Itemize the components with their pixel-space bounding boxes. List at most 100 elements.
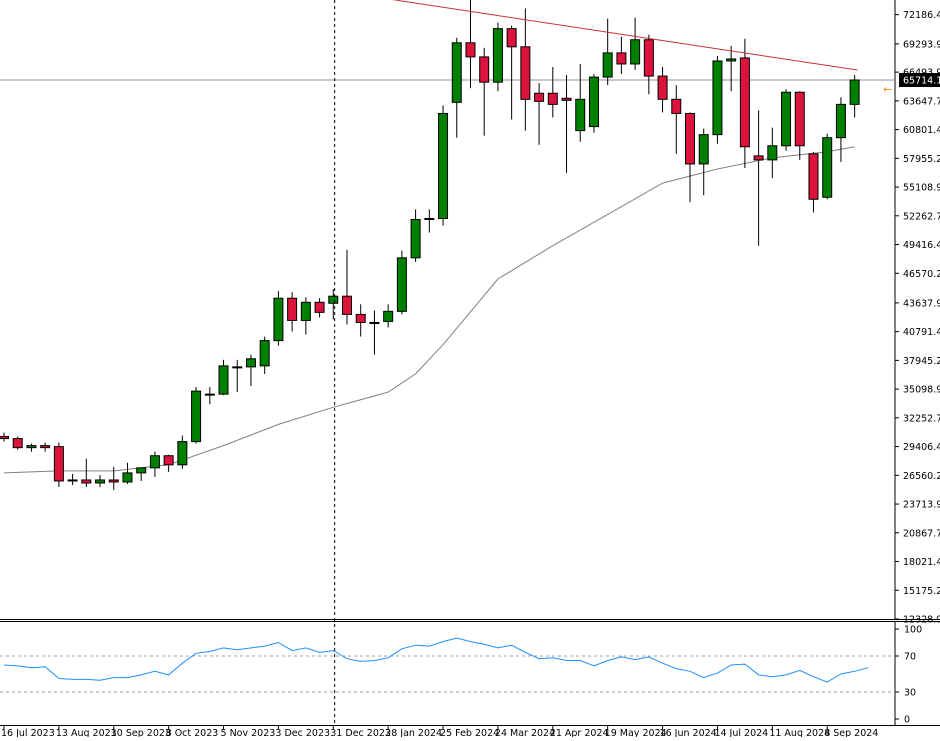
- candle: [726, 45, 737, 92]
- candle-body: [314, 301, 325, 313]
- candle-body: [81, 479, 92, 484]
- price-tick-label: 52262.70: [903, 211, 940, 222]
- candle-body: [547, 92, 558, 105]
- candle-body: [712, 60, 723, 136]
- time-tick-label: 16 Jul 2023: [1, 728, 55, 737]
- price-tick-label: 69293.95: [903, 39, 940, 50]
- price-tick-label: 57955.20: [903, 154, 940, 165]
- candle-body: [300, 301, 311, 321]
- candle: [781, 89, 792, 151]
- current-price-tag: 65714.14: [899, 72, 940, 87]
- candle: [808, 151, 819, 213]
- candle: [479, 47, 490, 136]
- candle: [122, 462, 133, 484]
- candle-body: [410, 218, 421, 259]
- candle: [287, 292, 298, 332]
- candle: [314, 298, 325, 318]
- candle: [685, 112, 695, 203]
- candle: [630, 17, 641, 71]
- candle: [643, 34, 654, 95]
- candle: [81, 458, 92, 488]
- candle: [67, 473, 78, 486]
- candle-body: [671, 98, 682, 114]
- candle-body: [191, 390, 202, 443]
- candle-body: [465, 42, 476, 58]
- candle: [396, 250, 407, 315]
- candle: [136, 467, 147, 481]
- candle: [520, 8, 531, 131]
- price-tick-label: 35098.95: [903, 385, 940, 396]
- candle-body: [822, 137, 833, 198]
- price-tick-label: 20867.70: [903, 528, 940, 539]
- candle: [355, 304, 366, 337]
- candle-body: [232, 366, 243, 369]
- candle: [259, 336, 270, 374]
- candle-body: [492, 28, 503, 83]
- candle: [657, 67, 668, 113]
- candle-body: [177, 441, 188, 466]
- candle: [177, 435, 188, 469]
- candle: [492, 22, 503, 92]
- price-tick-label: 72186.45: [903, 10, 940, 21]
- candle-body: [328, 295, 339, 304]
- candle: [698, 128, 709, 196]
- candle: [712, 55, 723, 144]
- price-tick-label: 29406.45: [903, 442, 940, 453]
- current-price-label: 65714.14: [903, 75, 940, 86]
- price-tick-label: 32252.70: [903, 413, 940, 424]
- candle: [602, 18, 613, 86]
- candle-body: [163, 455, 174, 466]
- candle: [739, 38, 750, 168]
- price-tick-label: 37945.20: [903, 356, 940, 367]
- candle: [547, 67, 558, 118]
- time-tick-label: 19 May 2024: [605, 728, 667, 737]
- candle: [438, 105, 449, 226]
- candle: [369, 310, 380, 355]
- candle: [575, 63, 586, 142]
- candle-body: [287, 297, 298, 321]
- candle-body: [451, 42, 462, 103]
- candle: [204, 387, 215, 405]
- candle: [218, 359, 229, 396]
- candle-body: [273, 297, 284, 342]
- candle: [26, 443, 37, 452]
- candle-body: [67, 479, 78, 482]
- candle-body: [12, 438, 23, 449]
- price-tick-label: 26560.20: [903, 471, 940, 482]
- candle-body: [438, 112, 449, 219]
- candle-body: [122, 472, 133, 483]
- candle-body: [204, 393, 215, 396]
- trendline-layer: [391, 0, 858, 71]
- candle-body: [726, 58, 737, 62]
- candle-body: [95, 479, 106, 484]
- candle-body: [218, 365, 229, 395]
- price-tick-label: 18021.45: [903, 557, 940, 568]
- candle-body: [534, 92, 545, 102]
- candle-body: [616, 52, 627, 65]
- candle-body: [753, 155, 764, 161]
- time-tick-label: 10 Sep 2023: [111, 728, 171, 737]
- candle-body: [643, 39, 654, 77]
- time-tick-label: 31 Dec 2023: [330, 728, 391, 737]
- candle: [616, 36, 627, 75]
- candle-body: [849, 79, 860, 105]
- resistance-trendline: [391, 0, 858, 71]
- price-tick-label: 23713.95: [903, 500, 940, 511]
- candle-body: [835, 103, 846, 139]
- candle: [149, 451, 160, 477]
- candle-body: [245, 358, 256, 368]
- candle: [451, 37, 462, 138]
- candle-body: [424, 217, 435, 220]
- candle: [383, 304, 394, 328]
- candle: [163, 454, 174, 472]
- price-axis: 72186.4569293.9566493.9563647.7060801.45…: [895, 10, 940, 626]
- candles-layer: [0, 0, 860, 491]
- rsi-line: [3, 637, 869, 683]
- candle: [753, 110, 764, 246]
- candle: [424, 209, 435, 233]
- candle-body: [108, 479, 119, 483]
- candle-body: [136, 467, 147, 474]
- current-price-tag-background: [899, 72, 940, 87]
